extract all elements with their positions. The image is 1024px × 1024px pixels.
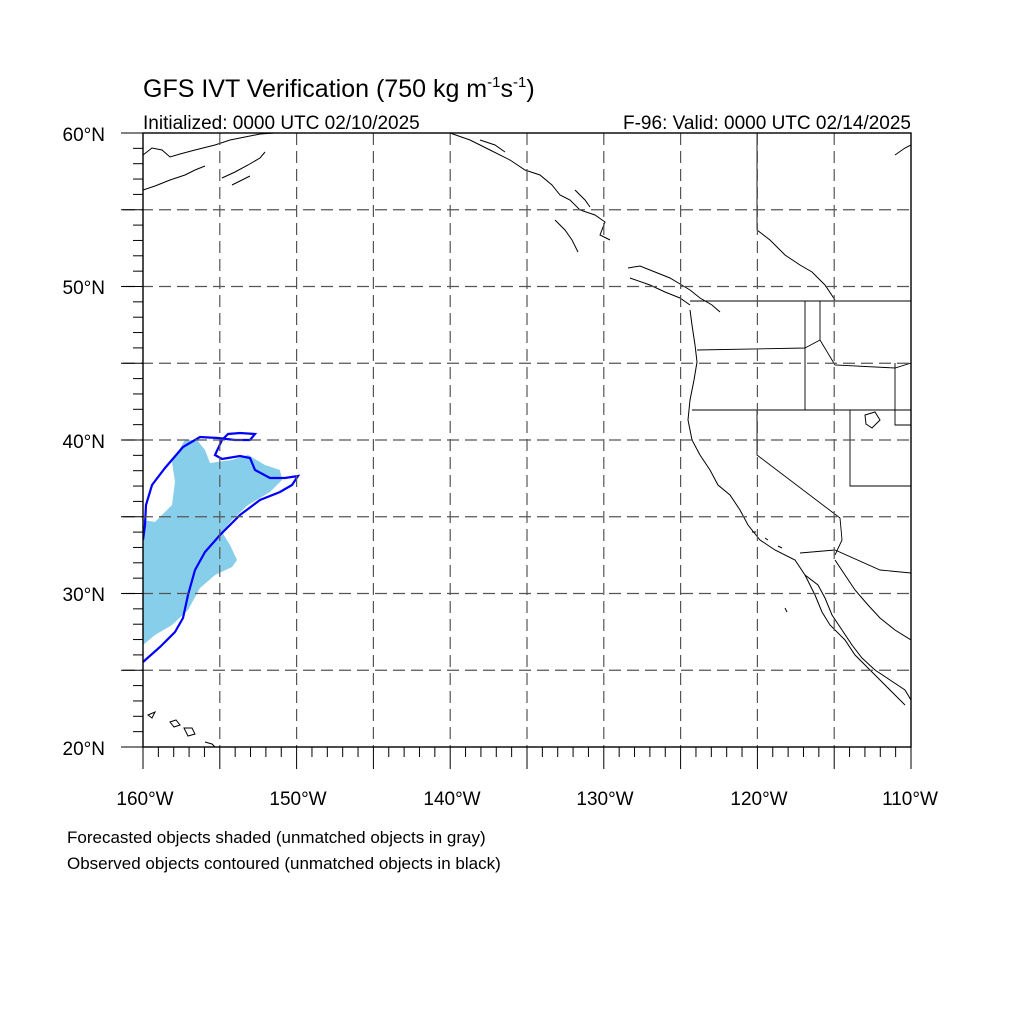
lon-label-160w: 160°W	[116, 789, 173, 810]
lon-label-150w: 150°W	[269, 789, 326, 810]
init-time-label: Initialized: 0000 UTC 02/10/2025	[143, 113, 420, 134]
observed-object-contour	[143, 431, 301, 663]
figure-title: GFS IVT Verification (750 kg m-1s-1)	[143, 74, 535, 103]
lon-label-120w: 120°W	[730, 789, 787, 810]
lat-label-50n: 50°N	[63, 278, 105, 299]
lat-lon-grid	[123, 133, 911, 747]
lon-label-130w: 130°W	[576, 789, 633, 810]
footnote-forecast: Forecasted objects shaded (unmatched obj…	[67, 828, 486, 847]
lat-label-60n: 60°N	[63, 125, 105, 146]
lon-label-110w: 110°W	[882, 789, 938, 810]
lat-label-40n: 40°N	[63, 432, 105, 453]
latitude-labels: 60°N 50°N 40°N 30°N 20°N	[63, 125, 105, 760]
lon-label-140w: 140°W	[423, 789, 480, 810]
footnote-observed: Observed objects contoured (unmatched ob…	[67, 854, 501, 873]
lat-label-30n: 30°N	[63, 585, 105, 606]
longitude-labels: 160°W 150°W 140°W 130°W 120°W 110°W	[116, 789, 938, 810]
lat-label-20n: 20°N	[63, 739, 105, 760]
axis-ticks	[121, 132, 912, 769]
political-borders	[690, 133, 911, 574]
coastlines	[143, 133, 911, 747]
valid-time-label: F-96: Valid: 0000 UTC 02/14/2025	[623, 113, 911, 134]
